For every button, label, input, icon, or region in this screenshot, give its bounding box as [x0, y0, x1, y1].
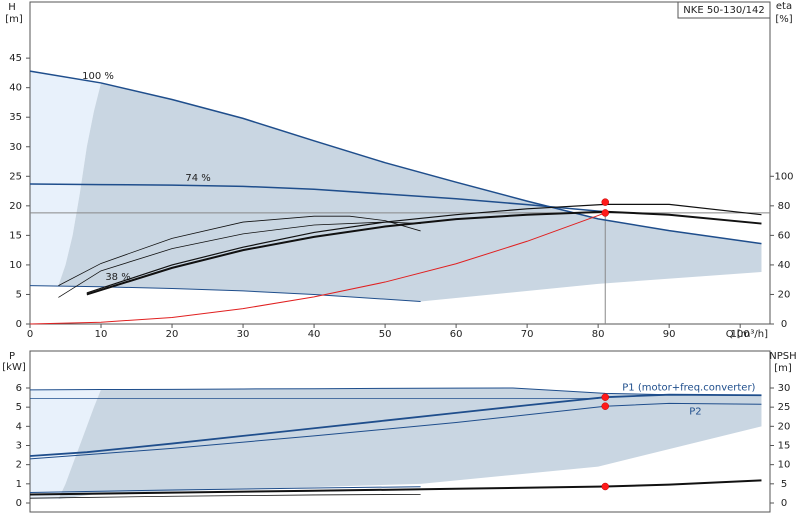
curve-label: 38 %	[105, 272, 130, 283]
y-tick-label: 6	[16, 383, 22, 394]
curve	[29, 493, 421, 499]
y-axis-unit: [kW]	[2, 362, 26, 373]
y2-tick-label: 20	[778, 289, 791, 300]
curve-label: P1 (motor+freq.converter)	[622, 382, 755, 393]
curve	[86, 210, 762, 296]
title-box	[677, 1, 771, 19]
chart-title: NKE 50-130/142	[683, 5, 764, 16]
x-tick-label: 100	[731, 329, 750, 340]
x-tick-label: 80	[592, 329, 605, 340]
curve	[86, 203, 762, 294]
curve	[29, 387, 762, 396]
y2-axis-unit: [m]	[774, 363, 792, 374]
y-tick-label: 5	[16, 402, 22, 413]
plot-frame	[29, 350, 771, 513]
curve	[29, 479, 762, 496]
y2-tick-label: 25	[778, 402, 791, 413]
x-tick-label: 50	[379, 329, 392, 340]
x-tick-label: 40	[308, 329, 321, 340]
y-axis-unit: [m]	[5, 14, 23, 25]
y-tick-label: 25	[9, 171, 22, 182]
curve-label: 74 %	[185, 173, 210, 184]
duty-point	[601, 209, 609, 217]
y-tick-label: 10	[9, 260, 22, 271]
y2-axis-unit: [%]	[775, 14, 792, 25]
operating-area	[58, 387, 762, 500]
x-tick-label: 70	[521, 329, 534, 340]
y-tick-label: 4	[16, 421, 22, 432]
curve	[29, 212, 606, 325]
y-axis-label: H	[8, 2, 16, 13]
curve	[29, 402, 762, 460]
y2-axis-label: NPSH	[769, 351, 796, 362]
x-tick-label: 20	[166, 329, 179, 340]
y-tick-label: 35	[9, 112, 22, 123]
curve	[58, 215, 421, 286]
y2-tick-label: 10	[778, 460, 791, 471]
x-tick-label: 60	[450, 329, 463, 340]
curve-label: P2	[689, 406, 701, 417]
y-tick-label: 5	[16, 289, 22, 300]
y-tick-label: 45	[9, 53, 22, 64]
y-tick-label: 15	[9, 230, 22, 241]
curve	[29, 70, 762, 245]
plot-frame	[29, 1, 771, 325]
y-tick-label: 3	[16, 440, 22, 451]
y2-tick-label: 15	[778, 440, 791, 451]
y-tick-label: 30	[9, 142, 22, 153]
duty-point	[601, 482, 609, 491]
operating-area	[30, 389, 102, 500]
x-tick-label: 10	[95, 329, 108, 340]
y-tick-label: 2	[16, 460, 22, 471]
curve-label: 100 %	[82, 71, 114, 82]
x-tick-label: 0	[27, 329, 33, 340]
y2-tick-label: 5	[781, 479, 787, 490]
y2-tick-label: 100	[774, 171, 793, 182]
y2-tick-label: 80	[778, 201, 791, 212]
y-tick-label: 40	[9, 83, 22, 94]
y-tick-label: 20	[9, 201, 22, 212]
x-tick-label: 90	[663, 329, 676, 340]
y-tick-label: 0	[16, 319, 22, 330]
y2-tick-label: 60	[778, 230, 791, 241]
duty-point	[601, 198, 609, 206]
x-tick-label: 30	[237, 329, 250, 340]
operating-area	[58, 82, 762, 302]
curve	[29, 183, 606, 213]
duty-point	[601, 393, 609, 401]
curve	[29, 393, 762, 457]
curve	[29, 285, 421, 303]
y-tick-label: 0	[16, 498, 22, 509]
y-tick-label: 1	[16, 479, 22, 490]
curve	[29, 486, 421, 493]
y-axis-label: P	[9, 351, 15, 362]
y2-tick-label: 0	[781, 498, 787, 509]
y2-tick-label: 20	[778, 421, 791, 432]
y2-tick-label: 0	[781, 319, 787, 330]
x-axis-label: Q [m³/h]	[726, 329, 768, 340]
operating-area	[30, 71, 102, 286]
y2-tick-label: 40	[778, 260, 791, 271]
duty-point	[601, 402, 609, 410]
y2-tick-label: 30	[778, 383, 791, 394]
y2-axis-label: eta	[776, 1, 792, 12]
